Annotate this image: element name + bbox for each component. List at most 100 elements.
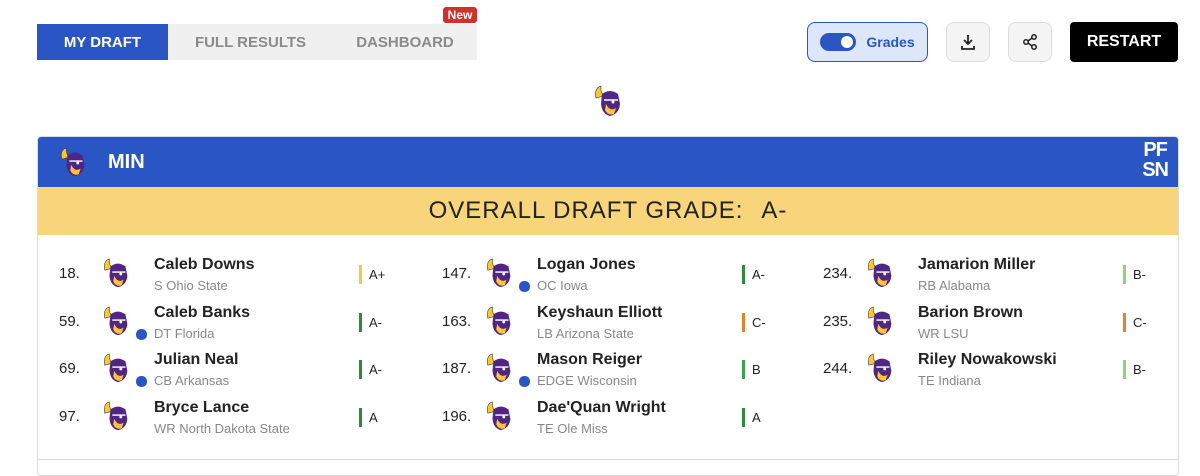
player-badge [518, 280, 531, 293]
viking-icon [868, 353, 892, 383]
player-badge [518, 375, 531, 388]
grade-bar [742, 360, 745, 379]
player-name: Logan Jones [537, 256, 636, 273]
divider [38, 459, 1178, 460]
grade-bar [359, 407, 362, 427]
player-detail: WR LSU [918, 325, 969, 341]
player-name: Caleb Banks [154, 303, 251, 321]
grades-toggle[interactable]: Grades [807, 22, 928, 62]
pick-logo [484, 305, 516, 342]
download-icon [961, 35, 975, 50]
viking-icon [487, 258, 511, 288]
grade: A- [752, 267, 765, 282]
player-name: Bryce Lance [154, 398, 250, 416]
player-detail: TE Ole Miss [537, 420, 608, 436]
pick-logo [865, 352, 897, 389]
player-detail: CB Arkansas [154, 373, 230, 388]
grade: A- [369, 362, 382, 377]
viking-icon [868, 258, 892, 288]
download-button[interactable] [946, 22, 990, 62]
pick-number: 97. [59, 407, 80, 425]
overall-label: OVERALL DRAFT GRADE: [428, 197, 744, 224]
pick-number: 69. [59, 360, 80, 377]
grade: B- [1133, 267, 1146, 282]
player-detail: RB Alabama [918, 278, 991, 293]
viking-icon [487, 353, 511, 383]
viking-icon [104, 258, 128, 288]
player-name: Caleb Downs [154, 256, 255, 273]
page: Draft {"tabs":[{"label":"MY DRAFT"},{"la… [37, 7, 1179, 476]
viking-icon [104, 353, 128, 383]
grade-bar [742, 312, 745, 332]
player-name: Mason Reiger [537, 351, 642, 368]
tab-dashboard[interactable]: DASHBOARD [333, 24, 477, 60]
viking-icon [487, 400, 511, 430]
grade: C- [752, 314, 766, 330]
toggle-label: Grades [866, 34, 915, 50]
viking-icon [868, 305, 892, 335]
grade: C- [1133, 314, 1147, 330]
pick-number: 244. [823, 360, 853, 377]
header-logo [58, 146, 90, 183]
overall-grade-bar: OVERALL DRAFT GRADE: A- [38, 187, 1178, 235]
share-icon [1023, 34, 1037, 50]
draft-card: MIN PF SN OVERALL DRAFT GRADE: A- 18. Caleb… [37, 136, 1179, 476]
player-detail: LB Arizona State [537, 325, 634, 341]
toggle-switch [820, 33, 857, 51]
grade: B [752, 362, 761, 377]
player-name: Keyshaun Elliott [537, 303, 663, 321]
grade-bar [359, 312, 362, 332]
player-detail: EDGE Wisconsin [537, 373, 637, 388]
pick-logo [101, 400, 133, 437]
team-abbr: MIN [108, 151, 145, 173]
player-name: Barion Brown [918, 303, 1023, 321]
pick-number: 196. [442, 407, 472, 425]
viking-icon [104, 305, 128, 335]
grade-bar [1123, 312, 1126, 332]
pick-number: 163. [442, 312, 472, 330]
grade-bar [359, 360, 362, 379]
grade: A- [369, 314, 382, 330]
viking-icon [104, 400, 128, 430]
player-detail: TE Indiana [918, 373, 981, 388]
new-badge: New [443, 7, 477, 23]
player-detail: WR North Dakota State [154, 420, 290, 436]
brand-logo: PF SN [1142, 139, 1169, 181]
grade-bar [1123, 360, 1126, 379]
player-name: Dae'Quan Wright [537, 398, 666, 416]
tab-my-draft[interactable]: MY DRAFT [37, 24, 168, 60]
tab-full-results[interactable]: FULL RESULTS [168, 24, 333, 60]
player-name: Julian Neal [154, 351, 239, 368]
player-detail: DT Florida [154, 325, 215, 341]
pick-number: 234. [823, 265, 853, 282]
brand-bottom: SN [1142, 159, 1169, 181]
pick-logo [101, 352, 133, 389]
team-logo [592, 84, 626, 123]
share-button[interactable] [1008, 22, 1052, 62]
brand-top: PF [1143, 139, 1168, 161]
grade-bar [1123, 265, 1126, 284]
grade: A [369, 409, 378, 425]
pick-number: 18. [59, 265, 80, 282]
player-detail: OC Iowa [537, 278, 588, 293]
grade: A+ [369, 267, 386, 282]
pick-number: 59. [59, 312, 80, 330]
pick-logo [484, 352, 516, 389]
pick-logo [865, 257, 897, 294]
restart-button[interactable]: RESTART [1070, 22, 1178, 62]
pick-number: 147. [442, 265, 472, 282]
viking-icon [487, 305, 511, 335]
pick-logo [484, 400, 516, 437]
page-body: MY DRAFT FULL RESULTS DASHBOARD New Grad… [37, 7, 1179, 476]
pick-logo [865, 305, 897, 342]
overall-value: A- [761, 197, 788, 224]
grade-bar [742, 407, 745, 427]
player-badge [135, 327, 148, 341]
pick-number: 235. [823, 312, 853, 330]
grade: B- [1133, 362, 1146, 377]
player-detail: S Ohio State [154, 278, 228, 293]
player-badge [135, 375, 148, 388]
grade-bar [742, 265, 745, 284]
player-name: Riley Nowakowski [918, 351, 1057, 368]
pick-logo [484, 257, 516, 294]
